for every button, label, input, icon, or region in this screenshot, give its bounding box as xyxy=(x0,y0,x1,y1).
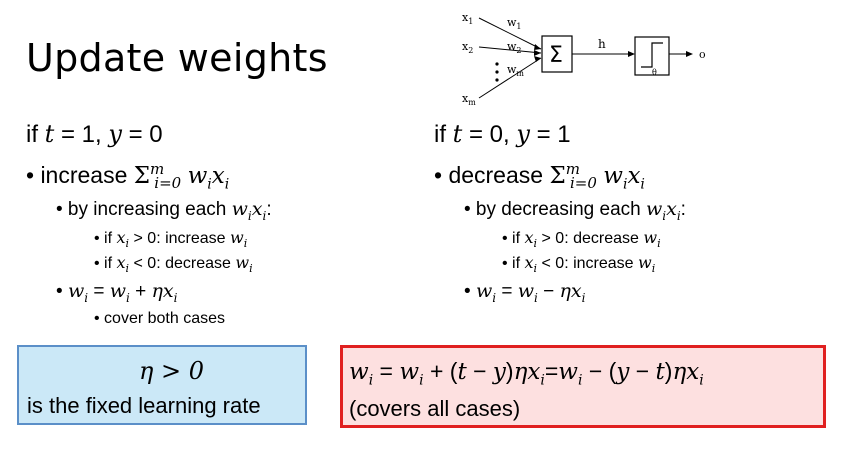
step-function-icon xyxy=(641,42,663,68)
general-rule-note: (covers all cases) xyxy=(349,396,521,421)
left-update-rule: • wi = wi + ηxi xyxy=(56,280,178,305)
input-line-2 xyxy=(478,46,542,54)
arrowhead xyxy=(534,56,541,62)
threshold-label: θ xyxy=(652,68,657,77)
sum-symbol: Σ xyxy=(549,43,563,68)
learning-rate-box: η > 0 is the fixed learning rate xyxy=(17,345,307,425)
left-sub-bullet: • by increasing each wixi: xyxy=(56,198,272,223)
ellipsis-dot xyxy=(495,78,499,82)
left-subsub-1: • if xi > 0: increase wi xyxy=(94,228,248,251)
left-condition: if t = 1, y = 0 xyxy=(26,120,163,148)
weight-w2-label: w2 xyxy=(507,40,522,55)
left-update-note: • cover both cases xyxy=(94,310,225,327)
learning-rate-condition: η > 0 xyxy=(139,357,205,385)
right-sub-bullet: • by decreasing each wixi: xyxy=(464,198,686,223)
left-main-bullet: • increase Σmi=0 wixi xyxy=(26,160,230,193)
weight-w1-label: w1 xyxy=(507,16,522,31)
output-label: o xyxy=(699,48,706,61)
right-condition: if t = 0, y = 1 xyxy=(434,120,571,148)
page-title: Update weights xyxy=(26,36,328,80)
ellipsis-dot xyxy=(495,70,499,74)
input-xm-label: xm xyxy=(462,92,476,107)
learning-rate-description: is the fixed learning rate xyxy=(27,393,261,418)
sum-node xyxy=(541,35,573,73)
right-subsub-2: • if xi < 0: increase wi xyxy=(502,253,656,276)
arrowhead xyxy=(534,50,541,56)
input-x2-label: x2 xyxy=(462,40,473,55)
input-line-1 xyxy=(478,17,542,50)
hidden-label: h xyxy=(598,37,606,51)
right-main-bullet: • decrease Σmi=0 wixi xyxy=(434,160,645,193)
general-rule-formula: wi = wi + (t − y)ηxi=wi − (y − t)ηxi xyxy=(349,358,704,389)
right-update-rule: • wi = wi − ηxi xyxy=(464,280,586,305)
left-subsub-2: • if xi < 0: decrease wi xyxy=(94,253,253,276)
arrowhead xyxy=(628,51,635,57)
arrowhead xyxy=(534,44,541,50)
right-subsub-1: • if xi > 0: decrease wi xyxy=(502,228,661,251)
weight-wm-label: wm xyxy=(507,63,524,78)
arrowhead xyxy=(686,51,693,57)
perceptron-diagram: x1 x2 xm w1 w2 wm Σ h θ o xyxy=(462,11,706,107)
input-x1-label: x1 xyxy=(462,11,473,26)
input-line-m xyxy=(478,57,542,99)
ellipsis-dot xyxy=(495,62,499,66)
general-rule-box: wi = wi + (t − y)ηxi=wi − (y − t)ηxi (co… xyxy=(340,345,826,428)
